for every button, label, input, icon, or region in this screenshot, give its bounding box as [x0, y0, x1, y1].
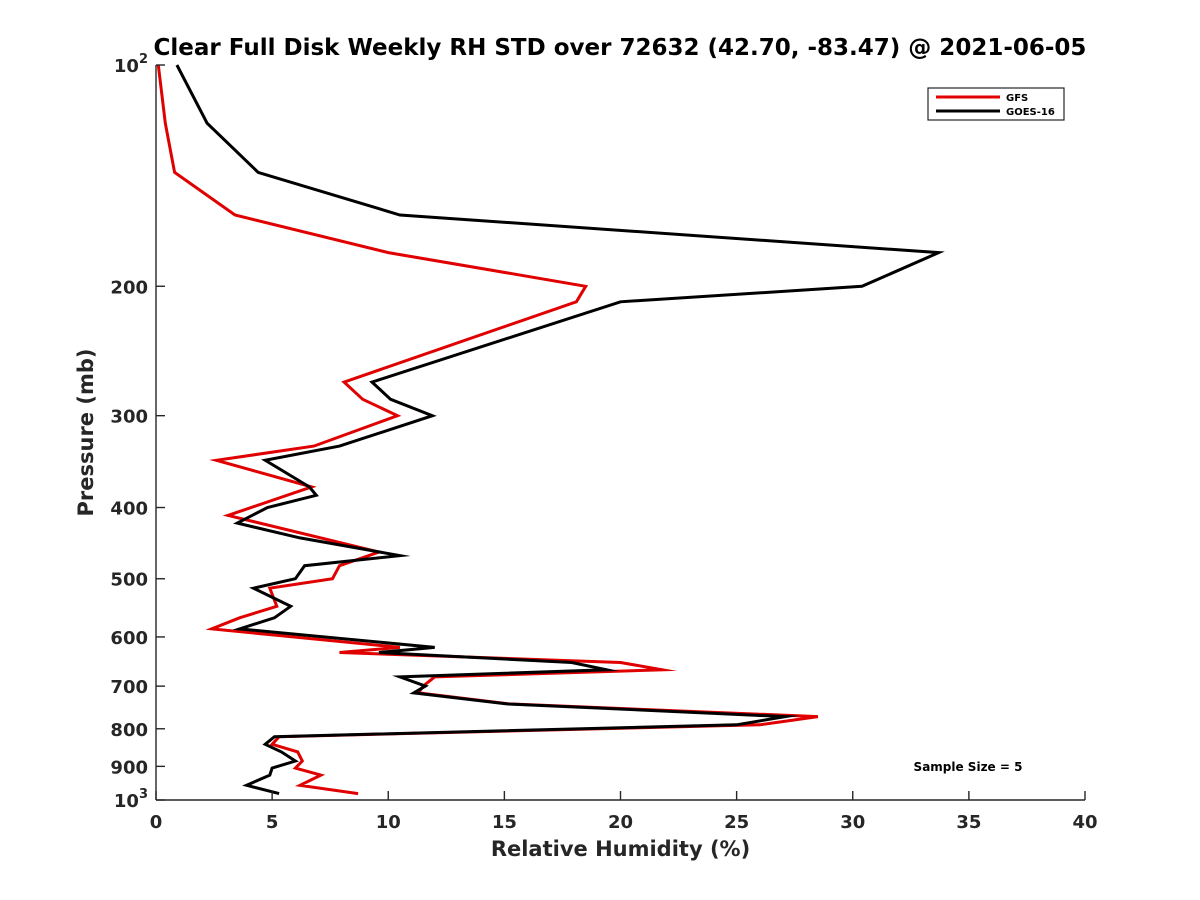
x-axis-label: Relative Humidity (%): [491, 837, 750, 861]
y-tick-base: 10: [114, 56, 139, 77]
y-tick-label: 400: [110, 499, 148, 520]
y-tick-label: 600: [110, 628, 148, 649]
x-tick-label: 35: [956, 812, 981, 833]
y-tick-label: 700: [110, 677, 148, 698]
legend: GFS GOES-16: [927, 87, 1065, 121]
axes: Clear Full Disk Weekly RH STD over 72632…: [74, 35, 1098, 861]
y-tick-label: 900: [110, 757, 148, 778]
y-tick-label: 102: [114, 52, 148, 77]
x-tick-label: 25: [724, 812, 749, 833]
y-tick-label: 103: [114, 787, 148, 812]
x-tick-label: 0: [150, 812, 163, 833]
y-tick-base: 900: [110, 757, 148, 778]
x-tick-label: 10: [376, 812, 401, 833]
plot-area: [156, 64, 945, 796]
y-tick-base: 500: [110, 570, 148, 591]
x-tick-label: 20: [608, 812, 633, 833]
legend-label-gfs: GFS: [1006, 93, 1028, 104]
y-tick-exponent: 2: [139, 52, 148, 67]
series-line-goes-16: [175, 64, 945, 796]
legend-label-goes-16: GOES-16: [1006, 107, 1055, 118]
y-tick-base: 300: [110, 407, 148, 428]
series-line-gfs: [156, 64, 819, 796]
x-tick-label: 30: [840, 812, 865, 833]
x-tick-label: 40: [1072, 812, 1097, 833]
sample-size-annotation: Sample Size = 5: [914, 760, 1023, 774]
y-tick-label: 200: [110, 277, 148, 298]
y-tick-label: 800: [110, 720, 148, 741]
y-axis-label: Pressure (mb): [74, 349, 98, 517]
x-tick-label: 15: [492, 812, 517, 833]
chart-title: Clear Full Disk Weekly RH STD over 72632…: [154, 35, 1087, 61]
y-tick-base: 10: [114, 791, 139, 812]
x-tick-label: 5: [266, 812, 279, 833]
y-tick-label: 500: [110, 570, 148, 591]
y-tick-base: 200: [110, 277, 148, 298]
y-tick-base: 600: [110, 628, 148, 649]
y-tick-label: 300: [110, 407, 148, 428]
y-tick-base: 400: [110, 499, 148, 520]
y-tick-exponent: 3: [139, 787, 148, 802]
legend-box: [927, 87, 1065, 121]
y-tick-base: 700: [110, 677, 148, 698]
y-tick-base: 800: [110, 720, 148, 741]
